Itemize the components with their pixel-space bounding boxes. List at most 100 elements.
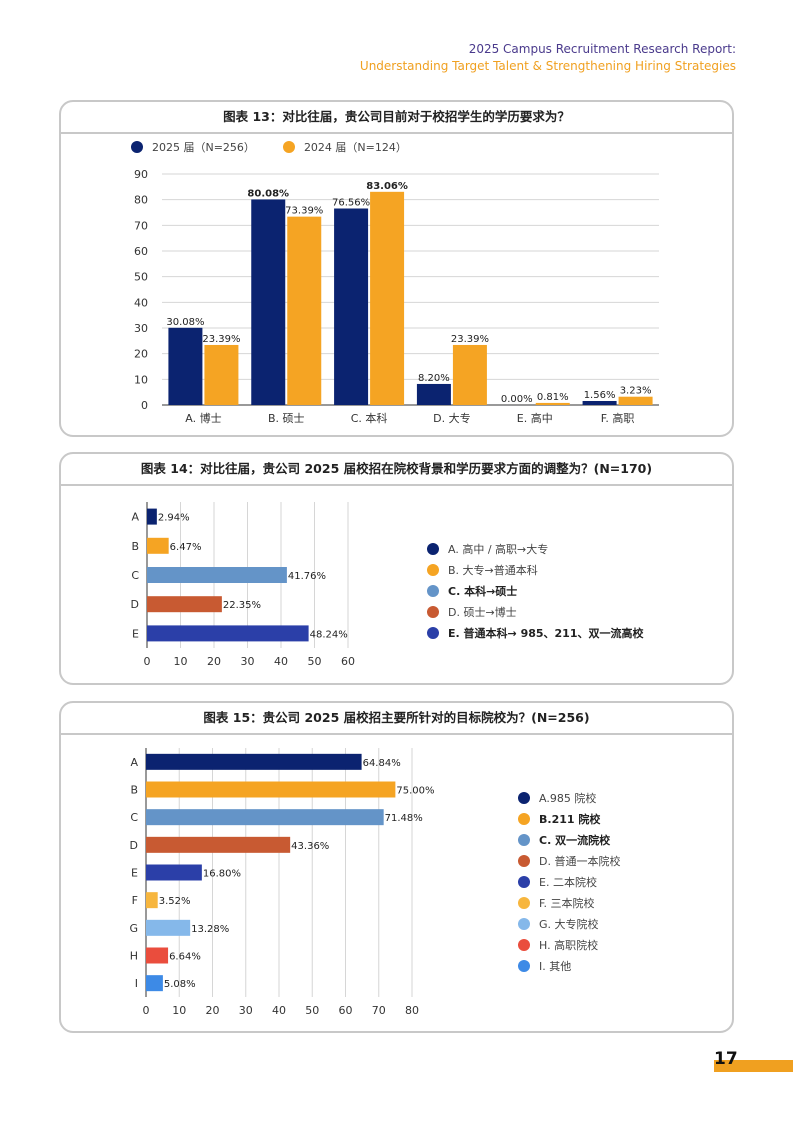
chart15-legend-label: A.985 院校 [539,791,597,805]
chart13-data-label: 83.06% [366,181,408,192]
chart15-bar [146,947,169,964]
chart14-y-tick-label: C [131,569,139,582]
chart14-legend-item: E. 普通本科→ 985、211、双一流高校 [427,622,644,643]
chart15-x-tick-label: 60 [339,1004,353,1017]
chart14-legend-item: B. 大专→普通本科 [427,559,644,580]
chart13-legend-swatch [282,141,295,153]
chart15-legend-item: I. 其他 [518,955,620,976]
chart13-data-label: 76.56% [332,197,370,208]
chart14-data-label: 48.24% [310,629,348,640]
chart15-y-tick-label: F [132,894,138,907]
chart15-panel: 图表 15：贵公司 2025 届校招主要所针对的目标院校为？(N=256) 0 1… [59,701,734,1033]
chart13-x-tick-label: A. 博士 [185,412,221,425]
chart13-x-tick-label: D. 大专 [433,411,470,425]
chart13-x-tick-label: C. 本科 [351,411,388,425]
chart14-legend-label: B. 大专→普通本科 [448,563,538,577]
chart13-bar [334,208,369,405]
chart15-y-tick-label: E [131,867,138,880]
chart15-data-label: 75.00% [396,786,434,797]
chart13-bar [251,199,286,405]
chart15-legend-label: D. 普通一本院校 [539,854,621,868]
chart15-bar [146,892,158,909]
chart14-data-label: 2.94% [158,513,190,524]
chart15-legend-label: F. 三本院校 [539,896,595,910]
chart13-y-tick-label: 70 [134,219,148,232]
chart15-legend-item: B.211 院校 [518,808,620,829]
chart15-bar [146,975,163,992]
chart15-data-label: 5.08% [164,979,196,990]
chart14-legend-item: A. 高中 / 高职→大专 [427,538,644,559]
chart13-panel: 图表 13：对比往届，贵公司目前对于校招学生的学历要求为？ 2025 届（N=2… [59,100,734,437]
chart13-bar [287,216,322,405]
report-title-line1: 2025 Campus Recruitment Research Report: [468,42,736,56]
chart13-bar [535,402,570,405]
chart13-x-tick-label: B. 硕士 [268,412,305,425]
chart15-legend-swatch [518,938,530,951]
chart14-x-tick-label: 20 [207,655,221,668]
chart13-y-tick-label: 80 [134,194,148,207]
chart14-title: 图表 14：对比往届，贵公司 2025 届校招在院校背景和学历要求方面的调整为？… [61,454,732,486]
chart15-bar [146,864,202,881]
chart15-legend-swatch [518,917,530,930]
chart13-x-tick-label: F. 高职 [601,411,635,425]
chart14-legend-label: D. 硕士→博士 [448,605,517,619]
chart14-legend-swatch [427,542,439,555]
chart15-y-tick-label: H [130,950,138,963]
chart15-y-tick-label: C [130,811,138,824]
report-header: 2025 Campus Recruitment Research Report:… [360,41,736,75]
chart15-legend-item: A.985 院校 [518,787,620,808]
chart15-legend-item: H. 高职院校 [518,934,620,955]
page-number: 17 [714,1049,738,1069]
chart14-legend-label: E. 普通本科→ 985、211、双一流高校 [448,626,644,640]
chart14-y-tick-label: B [131,540,139,553]
chart14-legend-label: A. 高中 / 高职→大专 [448,542,549,556]
chart13-data-label: 23.39% [451,334,489,345]
chart13-y-tick-label: 90 [134,168,148,181]
chart15-plot: 0 10 20 30 40 50 60 70 80 64.84% A 75.00% B 71.48% C 43… [129,748,435,1017]
chart15-x-tick-label: 80 [405,1004,419,1017]
chart13-bar [582,400,617,405]
chart13-y-tick-label: 10 [134,373,148,386]
chart14-y-tick-label: A [131,511,139,524]
chart13-y-tick-label: 50 [134,271,148,284]
chart15-y-tick-label: A [130,756,138,769]
chart15-data-label: 13.28% [191,924,229,935]
page-number-bar [714,1060,793,1072]
chart15-bar [146,781,396,798]
chart13-x-tick-label: E. 高中 [517,411,553,425]
chart14-bar [147,625,309,642]
chart15-y-tick-label: D [130,839,138,852]
chart14-legend-swatch [427,626,439,639]
chart15-legend: A.985 院校 B.211 院校 C. 双一流院校 D. 普通一本院校 E. 二本院校… [518,787,620,976]
chart15-legend-label: B.211 院校 [539,812,601,826]
chart15-x-tick-label: 40 [272,1004,286,1017]
chart14-x-tick-label: 60 [341,655,355,668]
chart14-x-tick-label: 0 [144,655,151,668]
chart14-legend-item: C. 本科→硕士 [427,580,644,601]
report-title-line2: Understanding Target Talent & Strengthen… [359,59,736,73]
chart13-legend-swatch [131,141,143,153]
chart14-x-tick-label: 30 [241,655,255,668]
chart15-x-tick-label: 0 [143,1004,150,1017]
chart13-data-label: 73.39% [285,206,323,217]
chart13-y-tick-label: 20 [134,348,148,361]
chart13-data-label: 23.39% [202,334,240,345]
chart14-bar [147,508,157,525]
chart15-data-label: 43.36% [291,841,329,852]
chart15-legend-item: F. 三本院校 [518,892,620,913]
chart13-y-tick-label: 0 [141,399,148,412]
chart15-legend-label: E. 二本院校 [539,875,597,889]
chart15-title: 图表 15：贵公司 2025 届校招主要所针对的目标院校为？(N=256) [61,703,732,735]
chart14-bar [147,567,287,583]
chart15-legend-swatch [518,791,530,804]
chart14-y-tick-label: E [132,627,139,640]
chart14-legend-label: C. 本科→硕士 [448,584,518,598]
chart15-data-label: 3.52% [159,896,191,907]
chart14-data-label: 22.35% [223,600,261,611]
chart15-bar [146,836,291,853]
chart13-legend-label: 2024 届（N=124） [303,141,407,154]
chart15-x-tick-label: 10 [172,1004,186,1017]
chart13-title: 图表 13：对比往届，贵公司目前对于校招学生的学历要求为？ [61,102,732,134]
chart13-legend-item: 2025 届（N=256） [131,139,255,155]
chart15-data-label: 64.84% [363,758,401,769]
